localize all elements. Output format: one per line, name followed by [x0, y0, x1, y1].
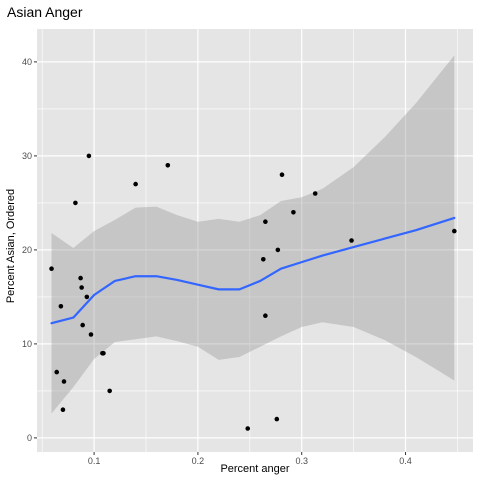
y-tick-label-0: 0	[27, 433, 32, 443]
plot-panel	[37, 29, 473, 452]
data-point-22	[275, 247, 281, 253]
data-point-2	[58, 304, 64, 309]
y-axis-title: Percent Asian, Ordered	[5, 189, 17, 303]
data-point-11	[88, 332, 94, 337]
data-point-1	[54, 369, 60, 375]
data-point-18	[261, 257, 266, 262]
data-point-25	[312, 191, 318, 196]
data-point-23	[279, 172, 285, 177]
chart-title: Asian Anger	[7, 4, 83, 20]
confidence-ribbon	[51, 55, 455, 414]
data-point-21	[274, 416, 280, 422]
y-tick-label-4: 40	[22, 57, 32, 67]
data-point-26	[349, 238, 354, 243]
data-point-27	[452, 228, 457, 234]
data-point-4	[61, 379, 67, 384]
confidence-ribbon-layer	[51, 55, 455, 414]
data-point-3	[60, 407, 66, 413]
data-point-0	[49, 266, 54, 272]
grid-minor	[37, 29, 473, 452]
data-point-9	[84, 294, 90, 300]
data-point-14	[107, 388, 112, 394]
smooth-line-layer	[50, 216, 456, 325]
x-axis-title: Percent anger	[220, 463, 289, 475]
x-tick-label-0: 0.1	[88, 456, 101, 466]
points-layer	[49, 153, 457, 431]
data-point-24	[291, 210, 296, 215]
data-point-15	[133, 181, 138, 187]
y-tick-label-3: 30	[22, 151, 32, 161]
data-point-5	[73, 200, 78, 206]
data-point-7	[79, 285, 84, 290]
grid-major	[37, 29, 473, 452]
data-point-10	[86, 153, 92, 159]
x-tick-label-1: 0.2	[192, 456, 205, 466]
data-point-16	[165, 163, 171, 168]
data-point-20	[263, 219, 268, 224]
y-axis-ticks: 0 10 20 30 40	[22, 57, 37, 443]
x-axis-ticks: 0.1 0.2 0.3 0.4	[88, 452, 412, 466]
x-tick-label-2: 0.3	[295, 456, 308, 466]
data-point-13	[101, 351, 106, 356]
data-point-8	[80, 322, 85, 328]
x-tick-label-3: 0.4	[399, 456, 412, 466]
data-point-6	[78, 275, 83, 281]
y-tick-label-2: 20	[22, 245, 32, 255]
data-point-17	[245, 426, 251, 431]
data-point-19	[263, 313, 268, 319]
smooth-line	[50, 216, 456, 325]
y-tick-label-1: 10	[22, 339, 32, 349]
